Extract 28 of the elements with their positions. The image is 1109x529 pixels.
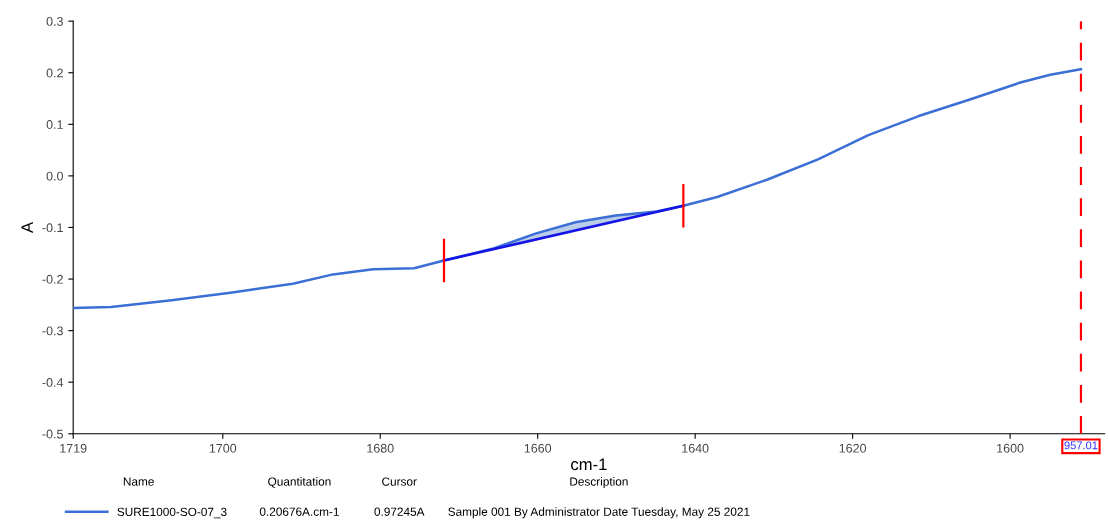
x-axis-title: cm-1 bbox=[571, 458, 607, 471]
y-tick-label: 0.0 bbox=[46, 171, 63, 181]
x-tick-label: 1700 bbox=[209, 443, 237, 453]
y-tick-label: 0.3 bbox=[46, 16, 63, 26]
line-series bbox=[73, 67, 1083, 310]
text: Quantitation bbox=[268, 477, 331, 488]
x-tick-label: 1600 bbox=[997, 443, 1024, 453]
y-tick-label: -0.4 bbox=[42, 378, 64, 387]
y-tick-label: -0.3 bbox=[42, 326, 63, 336]
text: 0.97245A bbox=[374, 507, 425, 516]
text: Name bbox=[123, 477, 154, 486]
y-tick-label: -0.5 bbox=[42, 429, 63, 439]
x-tick-label: 1719 bbox=[60, 443, 87, 453]
text: Description bbox=[570, 477, 628, 489]
text: 957.01 bbox=[1064, 441, 1098, 450]
text: Cursor bbox=[382, 477, 417, 486]
y-tick-label: 0.1 bbox=[46, 120, 63, 129]
text: Sample 001 By Administrator Date Tuesday, May 25 2021 bbox=[448, 507, 750, 519]
y-tick-label: -0.2 bbox=[42, 274, 63, 284]
x-tick-label: 1620 bbox=[839, 443, 867, 453]
y-tick-label: 0.2 bbox=[46, 68, 63, 78]
text: 0.20676A.cm-1 bbox=[259, 507, 339, 516]
x-tick-label: 1640 bbox=[682, 443, 709, 453]
y-axis-title: A bbox=[21, 221, 33, 233]
x-tick-label: 1660 bbox=[524, 443, 552, 453]
x-tick-label: 1680 bbox=[367, 443, 394, 453]
legend-label: SURE1000-SO-07_3 bbox=[117, 507, 227, 519]
y-tick-label: -0.1 bbox=[42, 223, 63, 233]
